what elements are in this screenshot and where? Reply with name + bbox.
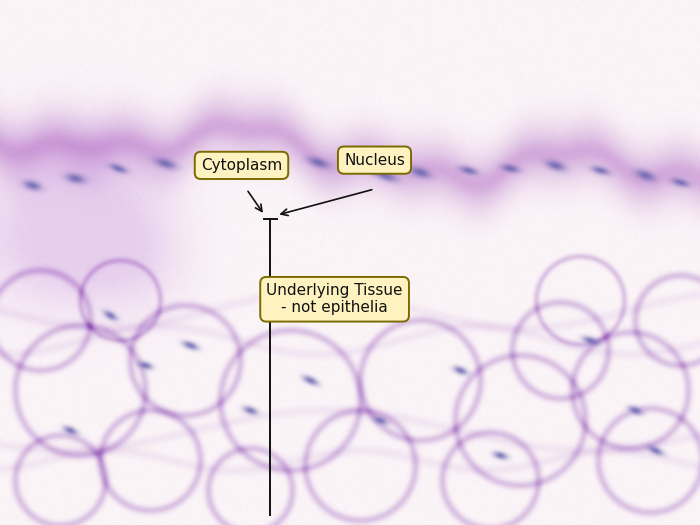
Text: Cytoplasm: Cytoplasm	[201, 158, 282, 173]
Text: Underlying Tissue
- not epithelia: Underlying Tissue - not epithelia	[266, 283, 402, 316]
Text: Nucleus: Nucleus	[344, 153, 405, 167]
